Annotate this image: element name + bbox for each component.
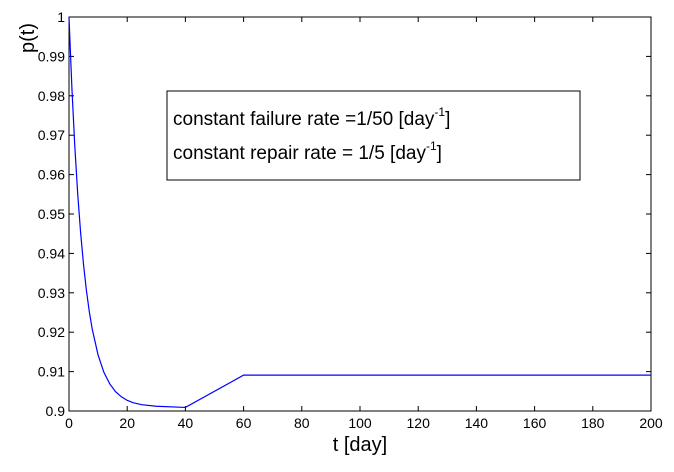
annotation-line-1-text: constant failure rate =1/50 [day [173, 109, 435, 130]
y-tick-label: 0.94 [38, 245, 65, 261]
x-axis-title: t [day] [333, 434, 387, 456]
series-line [68, 16, 651, 409]
annotation-line-2-text: constant repair rate = 1/5 [day [173, 143, 426, 164]
x-tick-label: 20 [119, 415, 135, 431]
y-tick-label: 0.96 [38, 167, 65, 183]
plot-area [68, 16, 652, 412]
y-tick-label: 1 [57, 9, 65, 25]
y-tick-label: 0.99 [38, 48, 65, 64]
y-tick-label: 0.9 [46, 403, 66, 419]
y-tick-label: 0.91 [38, 364, 65, 380]
annotation-line-1-end: ] [445, 109, 450, 130]
x-tick-label: 0 [65, 415, 73, 431]
y-tick-label: 0.92 [38, 324, 65, 340]
y-tick-label: 0.98 [38, 88, 65, 104]
annotation-line-2-end: ] [437, 143, 442, 164]
ticks [68, 16, 652, 412]
x-tick-label: 60 [236, 415, 252, 431]
y-tick-labels: 0.9 0.91 0.92 0.93 0.94 0.95 0.96 0.97 0.98 0.99 1 [38, 9, 65, 419]
y-tick-label: 0.95 [38, 206, 65, 222]
annotation-line-2-superscript: -1 [426, 139, 437, 153]
y-tick-label: 0.97 [38, 127, 65, 143]
x-tick-labels: 0 20 40 60 80 100 120 140 160 180 200 [65, 415, 663, 431]
x-tick-label: 140 [465, 415, 489, 431]
annotation-box: constant failure rate =1/50 [day-1] cons… [166, 90, 581, 181]
x-tick-label: 200 [639, 415, 663, 431]
annotation-line-1: constant failure rate =1/50 [day-1] [173, 105, 450, 130]
x-tick-label: 180 [581, 415, 605, 431]
annotation-line-2: constant repair rate = 1/5 [day-1] [173, 139, 442, 164]
x-tick-label: 160 [523, 415, 547, 431]
x-tick-label: 120 [407, 415, 431, 431]
y-axis-title: p(t) [17, 23, 39, 53]
annotation-line-1-superscript: -1 [434, 105, 445, 119]
x-tick-label: 80 [294, 415, 310, 431]
x-tick-label: 40 [178, 415, 194, 431]
x-tick-label: 100 [348, 415, 372, 431]
y-tick-label: 0.93 [38, 285, 65, 301]
